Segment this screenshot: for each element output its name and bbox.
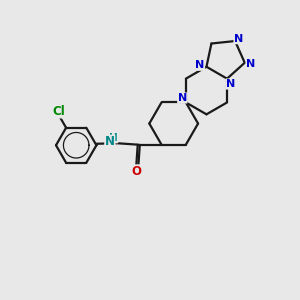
Text: N: N <box>234 34 243 44</box>
Text: N: N <box>105 135 115 148</box>
Text: Cl: Cl <box>52 105 65 118</box>
Text: N: N <box>226 79 235 89</box>
Text: H: H <box>109 133 118 143</box>
Text: N: N <box>178 93 187 103</box>
Text: N: N <box>246 59 255 69</box>
Text: O: O <box>132 165 142 178</box>
Text: N: N <box>195 60 205 70</box>
